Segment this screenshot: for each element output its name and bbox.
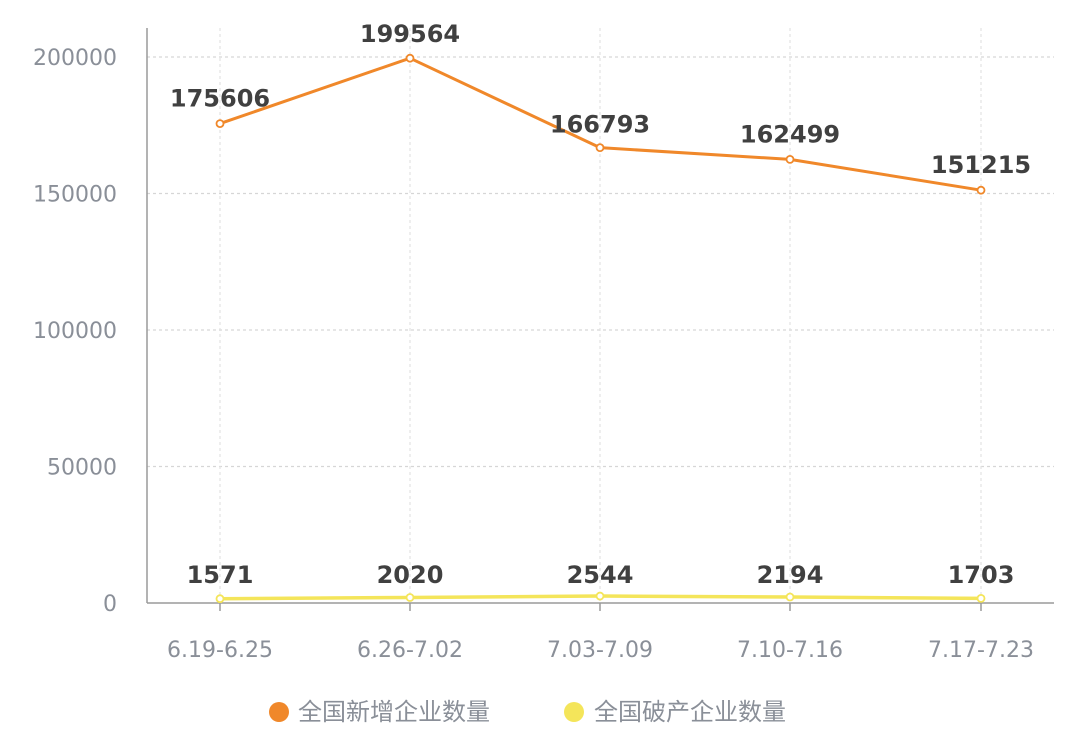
grid-lines bbox=[147, 28, 1054, 603]
legend-marker-icon bbox=[564, 702, 584, 722]
x-tick-label: 6.26-7.02 bbox=[357, 638, 463, 663]
data-point bbox=[405, 593, 415, 602]
data-label: 199564 bbox=[360, 20, 460, 48]
x-tick-label: 7.17-7.23 bbox=[928, 638, 1034, 663]
data-label: 151215 bbox=[931, 151, 1031, 179]
data-point bbox=[215, 594, 225, 604]
data-point bbox=[785, 154, 795, 164]
legend-label: 全国破产企业数量 bbox=[594, 698, 786, 726]
legend-marker-icon bbox=[269, 702, 289, 722]
data-point bbox=[405, 53, 415, 63]
data-point bbox=[976, 185, 986, 195]
x-tick-label: 7.10-7.16 bbox=[737, 638, 843, 663]
data-label: 166793 bbox=[550, 111, 650, 139]
x-tick-label: 7.03-7.09 bbox=[547, 638, 653, 663]
data-point bbox=[976, 593, 986, 603]
data-point bbox=[785, 592, 795, 602]
data-label: 1703 bbox=[948, 561, 1015, 589]
data-point bbox=[595, 591, 605, 601]
data-label: 1571 bbox=[187, 561, 254, 589]
data-point bbox=[595, 143, 605, 153]
x-tick-label: 6.19-6.25 bbox=[167, 638, 273, 663]
data-label: 162499 bbox=[740, 120, 840, 148]
legend: 全国新增企业数量 全国破产企业数量 bbox=[269, 698, 786, 726]
y-tick-label: 50000 bbox=[47, 456, 117, 481]
legend-label: 全国新增企业数量 bbox=[298, 698, 490, 726]
y-tick-label: 0 bbox=[103, 592, 117, 617]
data-label: 2020 bbox=[377, 561, 444, 589]
y-tick-label: 150000 bbox=[33, 183, 117, 208]
data-label: 2194 bbox=[757, 561, 824, 589]
data-label: 2544 bbox=[567, 561, 634, 589]
data-point bbox=[215, 119, 225, 128]
data-label: 175606 bbox=[170, 85, 270, 113]
y-tick-label: 100000 bbox=[33, 319, 117, 344]
y-tick-label: 200000 bbox=[33, 46, 117, 71]
